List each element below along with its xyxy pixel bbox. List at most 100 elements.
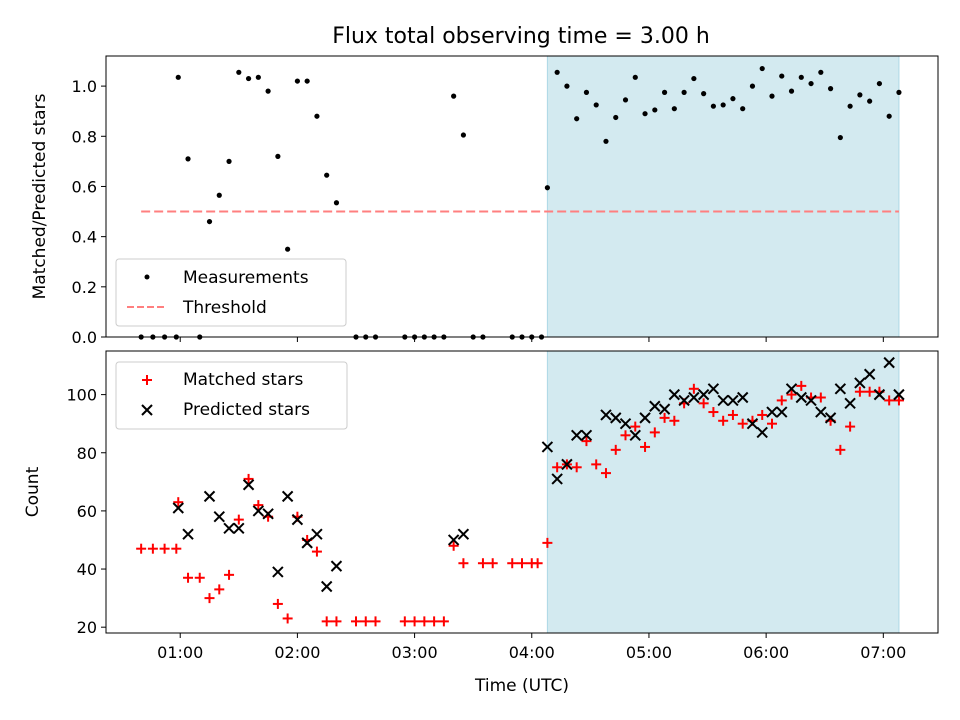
matched-stars-point [776, 395, 787, 406]
matched-stars-point [429, 616, 440, 627]
matched-stars-point [458, 558, 469, 569]
predicted-stars-point [457, 528, 470, 540]
measurement-point [324, 172, 330, 178]
predicted-stars-point [223, 522, 235, 535]
measurement-point [206, 218, 213, 225]
measurement-point [285, 246, 291, 252]
measurement-point [265, 88, 271, 94]
predicted-stars-point [252, 505, 265, 517]
matched-stars-point [815, 392, 826, 403]
matched-stars-point [147, 543, 158, 554]
matched-stars-point [243, 473, 254, 484]
measurement-point [798, 74, 804, 80]
x-tick-label: 04:00 [509, 643, 555, 662]
bottom-y-tick-label: 100 [66, 386, 97, 405]
measurement-point [691, 75, 697, 82]
matched-stars-point [542, 537, 553, 548]
matched-stars-point [796, 380, 807, 391]
measurement-point [226, 158, 232, 164]
legend-matched-symbol [142, 375, 152, 385]
measurement-point [779, 73, 785, 79]
legend-plus-glyph [142, 375, 152, 385]
measurement-point [837, 134, 843, 141]
predicted-stars-point [697, 388, 710, 401]
predicted-stars-point [717, 394, 729, 407]
legend-predicted-label: Predicted stars [183, 400, 310, 420]
bottom-y-tick-label: 40 [77, 560, 97, 579]
predicted-stars-point [746, 417, 759, 430]
x-tick-label: 06:00 [743, 643, 789, 662]
measurement-marks [138, 65, 902, 340]
predicted-stars-point [824, 412, 837, 424]
matched-stars-point [591, 459, 602, 470]
matched-stars-point [659, 412, 670, 423]
predicted-stars-point [834, 383, 847, 395]
predicted-stars-point [551, 473, 563, 485]
predicted-stars-point [658, 403, 671, 415]
matched-stars-point [477, 558, 488, 569]
matched-stars-point [272, 598, 283, 609]
measurement-point [275, 153, 281, 159]
predicted-stars-point [707, 383, 720, 395]
measurement-point [564, 83, 570, 89]
predicted-stars-point [610, 412, 622, 424]
measurement-point [720, 102, 726, 108]
legend-matched-label: Matched stars [183, 370, 303, 390]
measurement-point [622, 97, 629, 103]
measurement-point [701, 91, 707, 97]
matched-stars-point [552, 462, 563, 473]
measurement-point [788, 88, 795, 94]
legend-threshold-label: Threshold [182, 298, 267, 318]
predicted-stars-point [727, 394, 739, 407]
measurement-point [827, 86, 834, 92]
measurement-point [661, 89, 668, 95]
measurement-point [671, 106, 677, 112]
matched-stars-point [409, 616, 420, 627]
matched-stars-point [893, 395, 904, 406]
matched-stars-point [438, 616, 449, 627]
predicted-stars-point [629, 429, 641, 442]
measurement-point [544, 185, 550, 191]
measurement-point [847, 103, 853, 109]
bottom-panel: 20 40 60 80 100 01:00 02:00 03:00 04:00 05:00 06:… [23, 350, 939, 696]
matched-stars-point [419, 616, 430, 627]
top-panel-frame [105, 55, 939, 338]
matched-stars-point [321, 616, 332, 627]
predicted-stars-point [233, 522, 245, 535]
bottom-legend: Matched stars Predicted stars [115, 361, 348, 430]
predicted-stars-point [541, 441, 554, 453]
x-tick-label: 05:00 [626, 643, 672, 662]
bottom-y-tick-label: 20 [77, 618, 97, 637]
observing-window-shade-top [546, 55, 900, 338]
predicted-stars-point [570, 429, 583, 442]
matched-stars-point [194, 572, 205, 583]
matched-stars-point [350, 616, 361, 627]
bottom-y-tick-label: 60 [77, 502, 97, 521]
predicted-stars-point [688, 391, 700, 404]
top-y-tick-label: 0.2 [72, 278, 97, 297]
measurement-point [451, 93, 457, 99]
matched-stars-point [571, 462, 582, 473]
predicted-stars-point [561, 458, 573, 471]
predicted-stars-point [756, 426, 768, 439]
matched-stars-point [204, 593, 215, 604]
matched-stars-point [171, 543, 182, 554]
matched-stars-point [600, 468, 611, 479]
matched-stars-point [786, 389, 797, 400]
predicted-stars-point [311, 528, 323, 540]
measurement-point [255, 74, 261, 80]
predicted-stars-point [766, 406, 778, 418]
predicted-stars-point [330, 560, 343, 572]
matched-stars-point [630, 421, 641, 432]
predicted-stars-point [873, 388, 886, 401]
legend-predicted-symbol [141, 404, 153, 416]
observing-window-shade-bottom [546, 350, 900, 634]
predicted-stars-point [649, 400, 661, 412]
measurement-point [613, 114, 619, 121]
matched-stars-point [854, 386, 865, 397]
measurement-point [681, 89, 687, 95]
matched-stars-point [487, 558, 498, 569]
matched-stars-point [835, 444, 846, 455]
chart-title: Flux total observing time = 3.00 h [332, 24, 710, 49]
